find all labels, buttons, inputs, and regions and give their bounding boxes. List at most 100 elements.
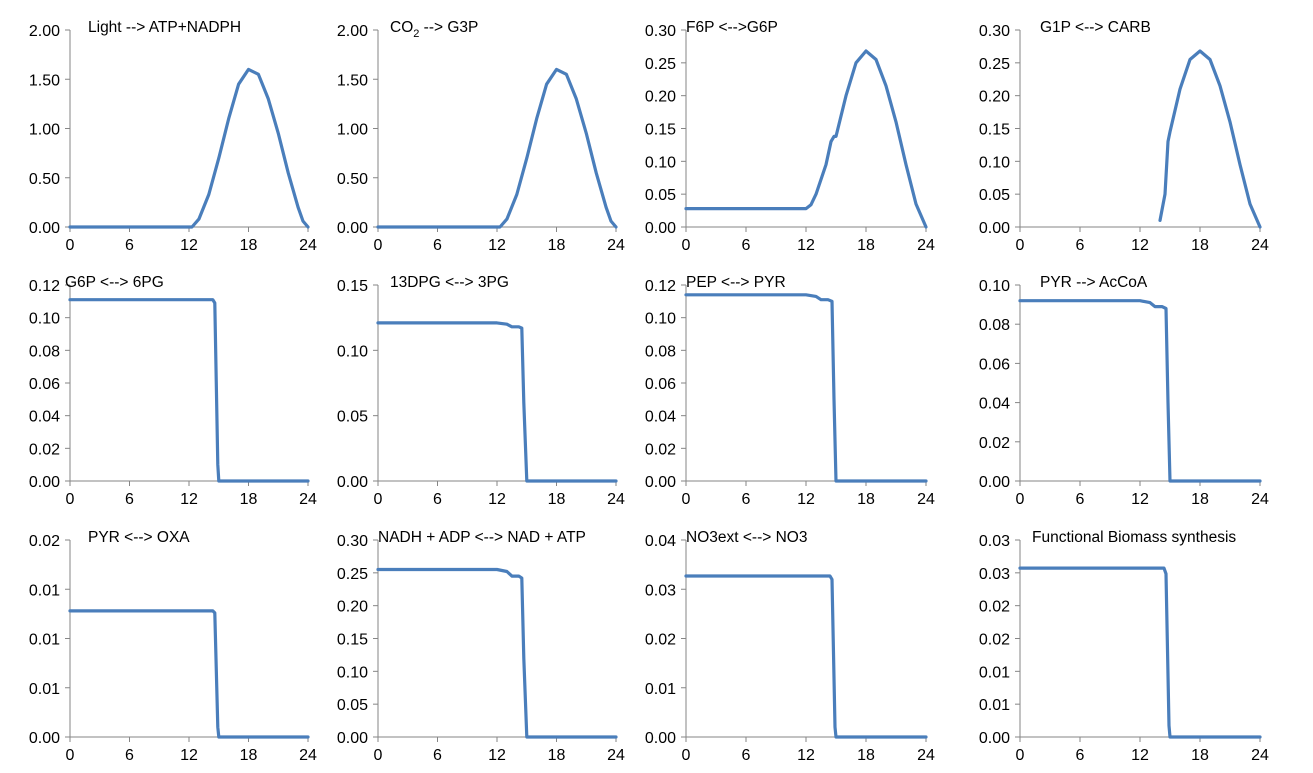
x-tick-label: 6 <box>742 237 751 254</box>
y-tick-label: 0.20 <box>645 89 676 106</box>
y-tick-label: 0.04 <box>979 396 1010 413</box>
y-tick-label: 0.00 <box>29 220 60 237</box>
y-tick-label: 0.02 <box>979 599 1010 616</box>
chart-title: Functional Biomass synthesis <box>1032 529 1236 546</box>
chart-panel-12: 0.00 0.01 0.01 0.02 0.02 0.03 0.03 0 6 12 18 24 Func… <box>979 529 1269 764</box>
chart-panel-7: 0.00 0.02 0.04 0.06 0.08 0.10 0.12 0 6 12 18 24 PEP … <box>645 274 935 508</box>
series-line <box>1158 49 1262 229</box>
y-tick-label: 0.02 <box>979 435 1010 452</box>
chart-title: 13DPG <--> 3PG <box>390 274 509 291</box>
y-tick-label: 0.04 <box>645 409 676 426</box>
x-tick-label: 18 <box>548 747 566 764</box>
series-line <box>684 293 928 483</box>
x-tick-label: 24 <box>607 237 625 254</box>
x-tick-label: 6 <box>125 491 134 508</box>
y-tick-label: 0.06 <box>979 356 1010 373</box>
x-tick-label: 18 <box>240 491 258 508</box>
y-tick-label: 0.02 <box>979 632 1010 649</box>
y-tick-label: 0.00 <box>337 730 368 747</box>
x-tick-label: 0 <box>1016 747 1025 764</box>
x-tick-label: 0 <box>682 747 691 764</box>
x-tick-label: 0 <box>1016 237 1025 254</box>
chart-title: F6P <-->G6P <box>686 19 778 36</box>
y-tick-label: 2.00 <box>337 23 368 40</box>
y-tick-label: 0.00 <box>979 220 1010 237</box>
series-line <box>376 67 618 229</box>
chart-title: NO3ext <--> NO3 <box>686 529 807 546</box>
y-tick-label: 0.03 <box>645 582 676 599</box>
x-tick-label: 12 <box>797 747 815 764</box>
x-tick-label: 18 <box>240 237 258 254</box>
y-tick-label: 0.05 <box>337 697 368 714</box>
y-tick-label: 0.08 <box>645 343 676 360</box>
y-tick-label: 0.00 <box>645 474 676 491</box>
y-tick-label: 2.00 <box>29 23 60 40</box>
x-tick-label: 6 <box>1076 747 1085 764</box>
y-tick-label: 0.00 <box>29 730 60 747</box>
y-tick-label: 1.00 <box>29 122 60 139</box>
x-tick-label: 18 <box>857 747 875 764</box>
y-tick-label: 0.05 <box>979 187 1010 204</box>
x-tick-label: 18 <box>548 237 566 254</box>
chart-title: PYR --> AcCoA <box>1040 274 1148 291</box>
y-tick-label: 0.00 <box>979 730 1010 747</box>
series-line <box>68 609 310 739</box>
y-tick-label: 0.10 <box>979 278 1010 295</box>
x-tick-label: 18 <box>240 747 258 764</box>
y-tick-label: 0.15 <box>337 632 368 649</box>
x-tick-label: 12 <box>488 237 506 254</box>
chart-panel-3: 0.00 0.05 0.10 0.15 0.20 0.25 0.30 0 6 12 18 24 F6P … <box>645 19 935 254</box>
x-tick-label: 24 <box>299 237 317 254</box>
chart-panel-11: 0.00 0.01 0.02 0.03 0.04 0 6 12 18 24 NO3ext <--> … <box>645 529 935 764</box>
y-tick-label: 0.15 <box>645 122 676 139</box>
y-tick-label: 0.25 <box>337 566 368 583</box>
x-tick-label: 24 <box>1251 237 1269 254</box>
x-tick-label: 18 <box>1191 491 1209 508</box>
chart-title: G6P <--> 6PG <box>65 274 164 291</box>
x-tick-label: 24 <box>917 747 935 764</box>
x-tick-label: 24 <box>299 491 317 508</box>
y-tick-label: 0.30 <box>645 23 676 40</box>
series-line <box>684 49 928 229</box>
x-tick-label: 6 <box>1076 491 1085 508</box>
x-tick-label: 12 <box>180 747 198 764</box>
y-tick-label: 0.05 <box>337 409 368 426</box>
y-tick-label: 0.00 <box>645 220 676 237</box>
x-tick-label: 12 <box>797 237 815 254</box>
x-tick-label: 0 <box>1016 491 1025 508</box>
y-tick-label: 0.01 <box>29 681 60 698</box>
x-tick-label: 12 <box>488 491 506 508</box>
y-tick-label: 0.01 <box>979 697 1010 714</box>
x-tick-label: 0 <box>66 237 75 254</box>
y-tick-label: 0.00 <box>645 730 676 747</box>
x-tick-label: 0 <box>66 491 75 508</box>
y-tick-label: 0.03 <box>979 533 1010 550</box>
chart-title: G1P <--> CARB <box>1040 19 1151 36</box>
chart-title: PEP <--> PYR <box>686 274 786 291</box>
x-tick-label: 18 <box>857 491 875 508</box>
y-tick-label: 0.00 <box>337 220 368 237</box>
x-tick-label: 12 <box>488 747 506 764</box>
x-tick-label: 24 <box>1251 747 1269 764</box>
x-tick-label: 0 <box>374 747 383 764</box>
y-tick-label: 0.50 <box>337 171 368 188</box>
y-tick-label: 0.12 <box>29 278 60 295</box>
y-tick-label: 0.50 <box>29 171 60 188</box>
y-tick-label: 0.01 <box>29 632 60 649</box>
y-tick-label: 0.10 <box>645 311 676 328</box>
y-tick-label: 0.30 <box>979 23 1010 40</box>
series-line <box>1018 299 1262 483</box>
chart-panel-10: 0.00 0.05 0.10 0.15 0.20 0.25 0.30 0 6 12 18 24 NADH… <box>337 529 625 764</box>
y-tick-label: 0.20 <box>337 599 368 616</box>
series-line <box>376 567 618 739</box>
chart-title: NADH + ADP <--> NAD + ATP <box>378 529 586 546</box>
x-tick-label: 6 <box>125 747 134 764</box>
x-tick-label: 0 <box>374 491 383 508</box>
y-tick-label: 1.50 <box>337 72 368 89</box>
y-tick-label: 0.06 <box>29 376 60 393</box>
x-tick-label: 12 <box>180 491 198 508</box>
x-tick-label: 18 <box>1191 747 1209 764</box>
x-tick-label: 6 <box>742 747 751 764</box>
chart-panel-1: 0.00 0.50 1.00 1.50 2.00 0 6 12 18 24 Light --> AT… <box>29 19 317 254</box>
x-tick-label: 6 <box>433 237 442 254</box>
